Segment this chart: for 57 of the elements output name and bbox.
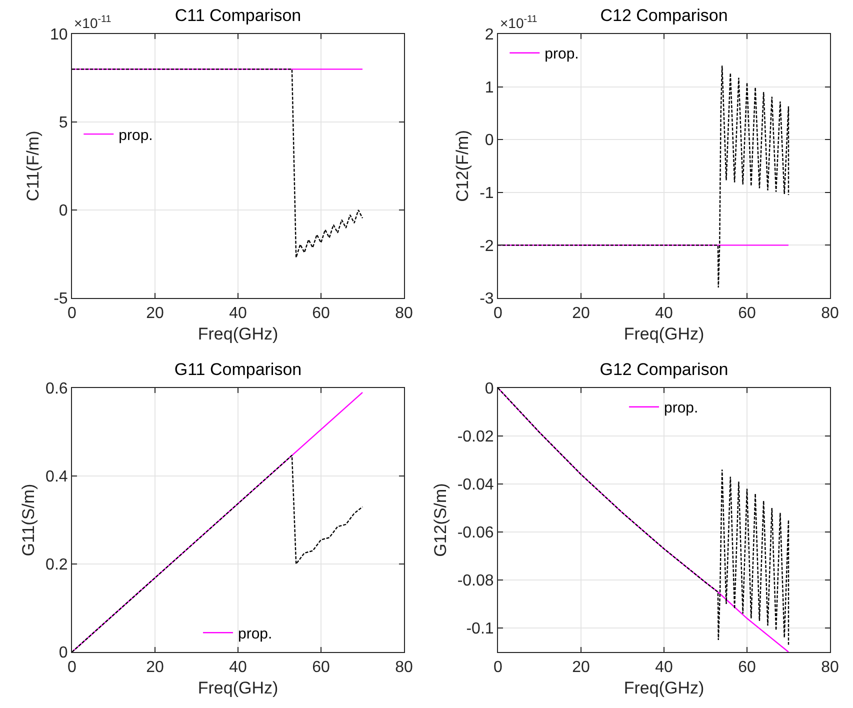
y-tick-label: -0.08 (457, 572, 494, 590)
text: ×10$^{-11}$ (500, 14, 538, 31)
legend-label: prop. (664, 400, 698, 417)
x-axis-title: Freq(GHz) (198, 324, 278, 344)
chart-title: C11 Comparison (174, 6, 302, 25)
y-tick-label: 0 (484, 132, 494, 150)
y-tick-label: 0.4 (46, 468, 68, 486)
y-axis-title: C11(F/m) (24, 130, 43, 202)
x-tick-label: 60 (312, 659, 330, 676)
chart-title: C12 Comparison (600, 6, 728, 25)
y-tick-label: -0.04 (457, 476, 494, 494)
legend-label: prop. (238, 625, 272, 642)
x-tick-label: 20 (572, 305, 590, 322)
y-tick-label: -3 (480, 290, 494, 308)
x-tick-label: 40 (229, 659, 247, 676)
chart-title: G11 Comparison (174, 360, 302, 379)
text: ×10$^{-11}$ (74, 14, 112, 31)
chart-title: G12 Comparison (600, 360, 728, 379)
y-tick-label: 0 (484, 380, 494, 398)
line-series (72, 68, 364, 258)
x-tick-label: 20 (146, 659, 164, 676)
y-tick-label: 0.2 (46, 556, 68, 574)
y-tick-label: 0 (58, 202, 68, 220)
y-axis-title: G12(S/m) (430, 483, 450, 557)
y-tick-label: 1 (484, 79, 494, 96)
x-axis-title: Freq(GHz) (198, 678, 278, 698)
x-tick-label: 40 (655, 659, 673, 676)
x-tick-label: 40 (655, 305, 673, 322)
x-tick-label: 80 (821, 659, 839, 676)
x-tick-label: 60 (738, 659, 756, 676)
y-tick-label: -0.06 (457, 524, 494, 542)
y-axis-title: C12(F/m) (453, 130, 472, 202)
legend-label: prop. (544, 46, 579, 63)
x-tick-label: 20 (572, 659, 590, 676)
x-tick-label: 80 (395, 305, 413, 322)
line-series (72, 454, 364, 652)
y-tick-label: -2 (480, 238, 494, 255)
x-tick-label: 80 (395, 659, 413, 676)
y-tick-label: 0 (58, 644, 68, 662)
x-tick-label: 60 (312, 305, 330, 322)
x-tick-label: 20 (146, 305, 164, 322)
y-tick-label: -0.02 (457, 428, 494, 446)
y-tick-label: 0.6 (46, 380, 68, 398)
x-tick-label: 40 (229, 305, 247, 322)
y-tick-label: -0.1 (466, 620, 494, 638)
y-tick-label: 5 (58, 114, 68, 132)
x-tick-label: 80 (821, 305, 839, 322)
y-tick-label: -5 (54, 290, 68, 308)
y-tick-label: 10 (50, 26, 68, 44)
y-tick-label: 2 (484, 26, 494, 44)
x-tick-label: 60 (738, 305, 756, 322)
y-axis-title: G11(S/m) (19, 484, 38, 556)
x-axis-title: Freq(GHz) (624, 324, 704, 344)
y-tick-label: -1 (480, 185, 494, 202)
legend-label: prop. (118, 126, 153, 144)
line-series (498, 65, 790, 288)
x-axis-title: Freq(GHz) (624, 678, 704, 698)
